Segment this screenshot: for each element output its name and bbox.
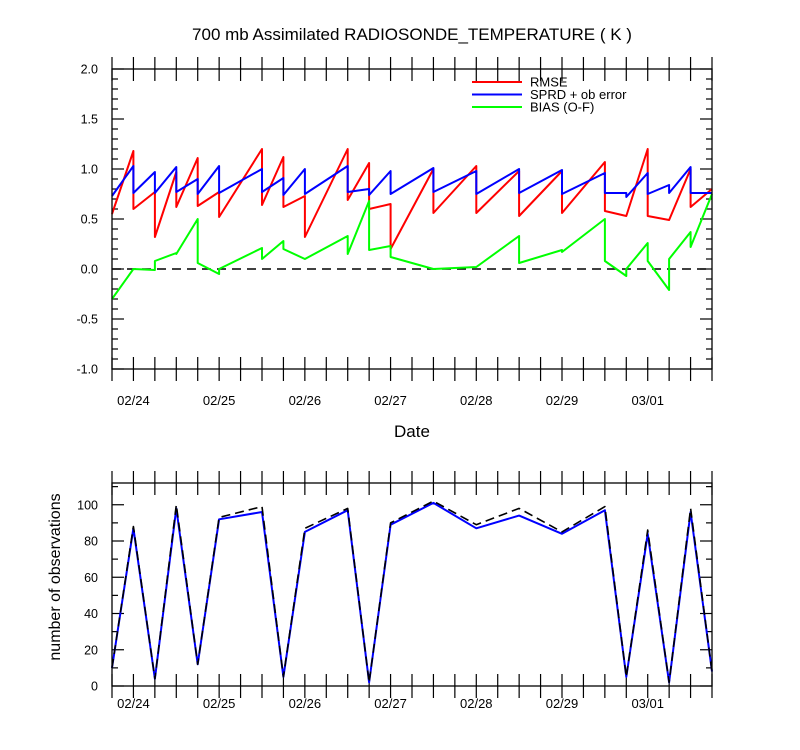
top-x-tick-label: 02/28 — [460, 393, 493, 408]
top-x-tick-label: 02/24 — [117, 393, 150, 408]
bottom-ticks — [111, 471, 713, 698]
top-x-tick-label: 02/26 — [289, 393, 322, 408]
bottom-x-tick-label: 02/27 — [374, 696, 407, 711]
x-axis-title: Date — [394, 422, 430, 441]
bottom-x-tick-label: 02/26 — [289, 696, 322, 711]
top-y-tick-labels: -1.0 -0.5 0.0 0.5 1.0 1.5 2.0 — [76, 63, 98, 377]
bottom-y-tick-label: 80 — [84, 535, 98, 549]
top-series-line-sprd-ob-error — [111, 165, 712, 198]
bottom-y-tick-label: 40 — [84, 607, 98, 621]
top-x-tick-label: 02/25 — [203, 393, 236, 408]
top-x-tick-label: 02/27 — [374, 393, 407, 408]
bottom-y-tick-label: 20 — [84, 643, 98, 657]
top-plot-frame — [111, 68, 713, 370]
top-panel: 700 mb Assimilated RADIOSONDE_TEMPERATUR… — [76, 25, 713, 441]
legend-label: BIAS (O-F) — [530, 100, 594, 115]
bottom-x-tick-label: 02/24 — [117, 696, 150, 711]
top-series-group — [111, 148, 713, 300]
y-axis-title: number of observations — [47, 493, 64, 660]
top-y-tick-label: 0.5 — [81, 213, 98, 227]
top-series-line-bias-o-f — [111, 193, 713, 300]
bottom-y-tick-labels: 0 20 40 60 80 100 — [77, 498, 98, 693]
top-x-tick-labels: 02/24 02/25 02/26 02/27 02/28 02/29 03/01 — [117, 393, 664, 408]
top-y-tick-label: -0.5 — [76, 313, 98, 327]
top-y-tick-label: -1.0 — [76, 363, 98, 377]
bottom-y-tick-label: 60 — [84, 571, 98, 585]
bottom-plot-frame — [111, 482, 713, 687]
bottom-series-line-observations-assimilated — [111, 501, 713, 684]
top-y-tick-label: 2.0 — [81, 63, 98, 77]
bottom-x-tick-label: 02/29 — [546, 696, 579, 711]
bottom-x-tick-labels: 02/24 02/25 02/26 02/27 02/28 02/29 03/01 — [117, 696, 664, 711]
bottom-y-tick-label: 0 — [91, 680, 98, 694]
bottom-x-tick-label: 02/28 — [460, 696, 493, 711]
legend-label: RMSE — [530, 75, 568, 90]
legend-label: SPRD + ob error — [530, 87, 627, 102]
bottom-series-group — [111, 500, 713, 684]
top-ticks — [111, 57, 713, 381]
bottom-series-line-observations-possible — [111, 500, 713, 684]
top-x-tick-label: 02/29 — [546, 393, 579, 408]
bottom-y-tick-label: 100 — [77, 498, 98, 512]
bottom-x-tick-label: 02/25 — [203, 696, 236, 711]
top-y-tick-label: 0.0 — [81, 263, 98, 277]
top-series-line-rmse — [111, 148, 713, 250]
top-x-tick-label: 03/01 — [631, 393, 664, 408]
bottom-x-tick-label: 03/01 — [631, 696, 664, 711]
chart-title: 700 mb Assimilated RADIOSONDE_TEMPERATUR… — [192, 25, 632, 44]
top-y-tick-label: 1.0 — [81, 163, 98, 177]
top-y-tick-label: 1.5 — [81, 113, 98, 127]
